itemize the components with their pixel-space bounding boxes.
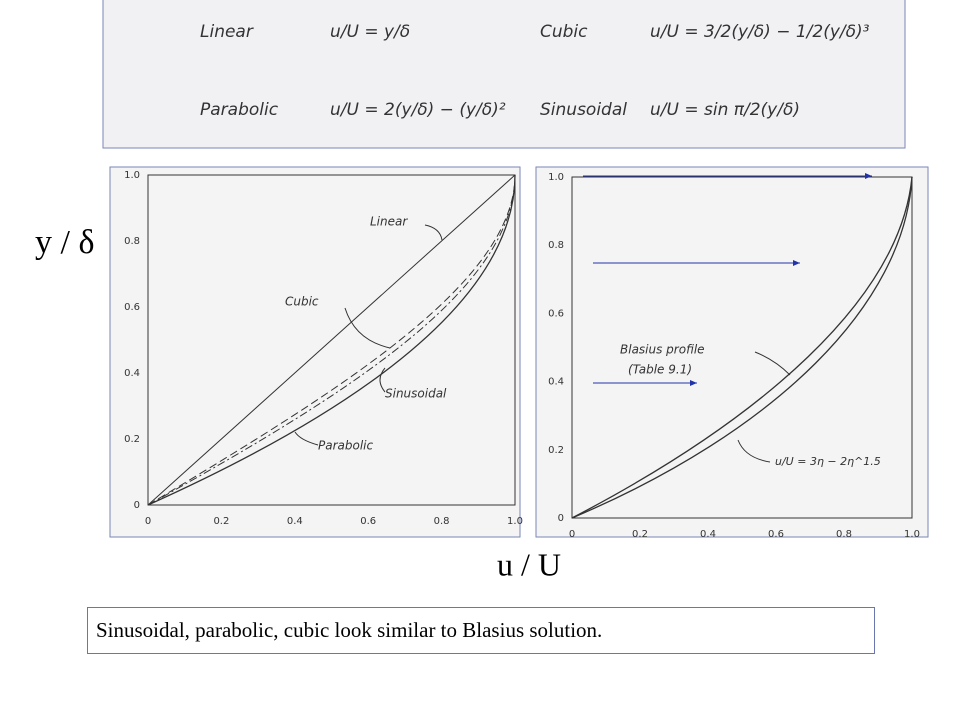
x-tick-label: 0.4 — [287, 516, 303, 527]
formula: u/U = 3/2(y/δ) − 1/2(y/δ)³ — [650, 22, 870, 42]
y-tick-label: 0.2 — [548, 445, 564, 456]
plot-frame — [109, 166, 521, 538]
curve-label: Sinusoidal — [385, 387, 447, 401]
parabolic-curve — [147, 174, 516, 506]
curve-label: Linear — [370, 215, 408, 229]
y-axis-label: y / δ — [35, 224, 94, 261]
linear-curve — [147, 174, 516, 506]
plot-frame — [535, 166, 929, 538]
y-tick-label: 0 — [134, 500, 140, 511]
leader — [737, 439, 771, 463]
formula-box — [102, 0, 906, 149]
y-tick-label: 1.0 — [548, 172, 564, 183]
cubic-curve — [147, 174, 516, 506]
leader — [294, 431, 319, 446]
x-tick-label: 0.2 — [632, 529, 648, 540]
y-tick-label: 0.4 — [548, 377, 564, 388]
leader — [754, 351, 791, 376]
x-tick-label: 1.0 — [904, 529, 920, 540]
curve-label: u/U = 3η − 2η^1.5 — [775, 455, 881, 468]
x-tick-label: 0.8 — [434, 516, 450, 527]
x-tick-label: 0.8 — [836, 529, 852, 540]
caption: Sinusoidal, parabolic, cubic look simila… — [87, 607, 875, 654]
plot-area — [147, 174, 516, 506]
formula-name: Sinusoidal — [540, 100, 627, 120]
blasius-curve — [571, 176, 913, 519]
y-tick-label: 0.2 — [124, 434, 140, 445]
leader — [424, 224, 443, 241]
x-tick-label: 0 — [569, 529, 575, 540]
formula-name: Linear — [200, 22, 254, 42]
leader — [344, 307, 391, 349]
y-tick-label: 0.4 — [124, 368, 140, 379]
curve-label: Parabolic — [318, 439, 374, 453]
leader — [379, 367, 386, 393]
y-tick-label: 0.6 — [124, 302, 140, 313]
plot-area — [571, 176, 913, 519]
formula: u/U = y/δ — [330, 22, 410, 42]
y-tick-label: 0.6 — [548, 308, 564, 319]
y-tick-label: 1.0 — [124, 170, 140, 181]
formula: u/U = sin π/2(y/δ) — [650, 100, 800, 120]
x-tick-label: 1.0 — [507, 516, 523, 527]
polynomial-curve — [571, 176, 913, 519]
curve-label: (Table 9.1) — [628, 363, 692, 377]
y-tick-label: 0.8 — [548, 240, 564, 251]
x-tick-label: 0.6 — [360, 516, 376, 527]
x-tick-label: 0 — [145, 516, 151, 527]
formula-name: Parabolic — [200, 100, 279, 120]
y-tick-label: 0 — [558, 513, 564, 524]
x-axis-label: u / U — [497, 546, 561, 582]
x-tick-label: 0.2 — [213, 516, 229, 527]
formula: u/U = 2(y/δ) − (y/δ)² — [330, 100, 506, 120]
formula-name: Cubic — [540, 22, 588, 42]
x-tick-label: 0.4 — [700, 529, 716, 540]
x-tick-label: 0.6 — [768, 529, 784, 540]
curve-label: Cubic — [285, 295, 319, 309]
y-tick-label: 0.8 — [124, 236, 140, 247]
curve-label: Blasius profile — [620, 343, 705, 357]
